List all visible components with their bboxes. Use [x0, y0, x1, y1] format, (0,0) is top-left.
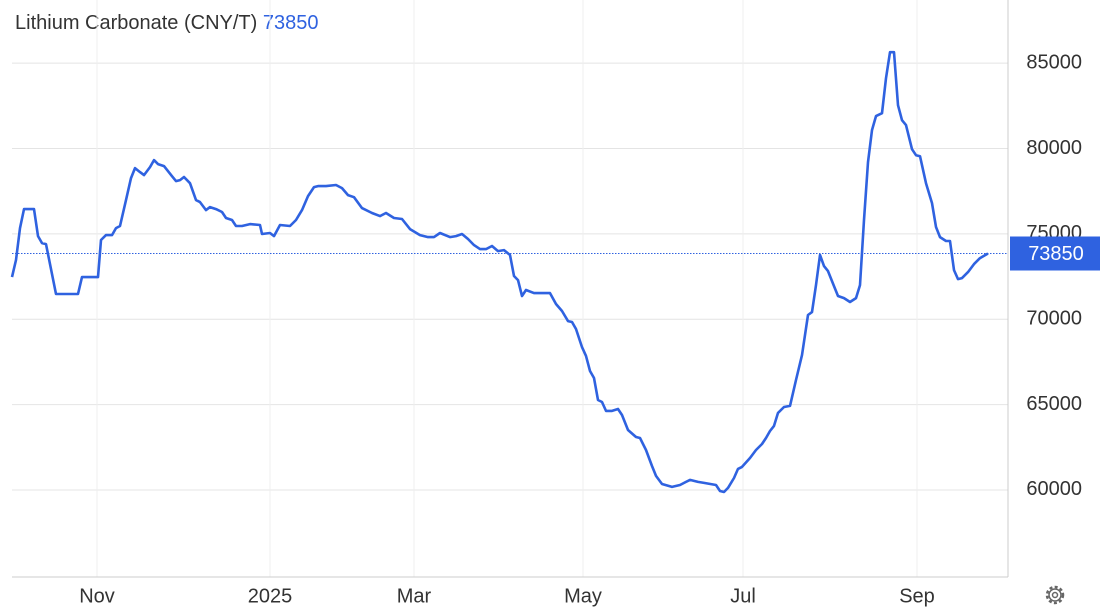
last-value-tag	[1010, 236, 1100, 271]
x-tick-label: May	[564, 585, 602, 607]
gear-ring	[1048, 588, 1062, 602]
title-text: Lithium Carbonate (CNY/T)	[15, 12, 257, 34]
x-tick-label: Jul	[730, 585, 756, 607]
settings-icon[interactable]	[1045, 585, 1065, 605]
y-tick-label: 65000	[1026, 393, 1082, 415]
price-line	[10, 50, 989, 494]
y-tick-label: 80000	[1026, 137, 1082, 159]
x-tick-label: Nov	[79, 585, 115, 607]
chart-title: Lithium Carbonate (CNY/T) 73850	[15, 12, 319, 34]
last-value-label: 73850	[1028, 243, 1084, 265]
gear-hub	[1051, 591, 1059, 599]
y-tick-label: 70000	[1026, 308, 1082, 330]
x-tick-label: Sep	[899, 585, 935, 607]
x-tick-label: 2025	[248, 585, 293, 607]
x-tick-label: Mar	[397, 585, 432, 607]
y-tick-label: 60000	[1026, 478, 1082, 500]
title-value: 73850	[263, 12, 319, 34]
y-tick-label: 85000	[1026, 51, 1082, 73]
gear-teeth	[1045, 585, 1065, 605]
